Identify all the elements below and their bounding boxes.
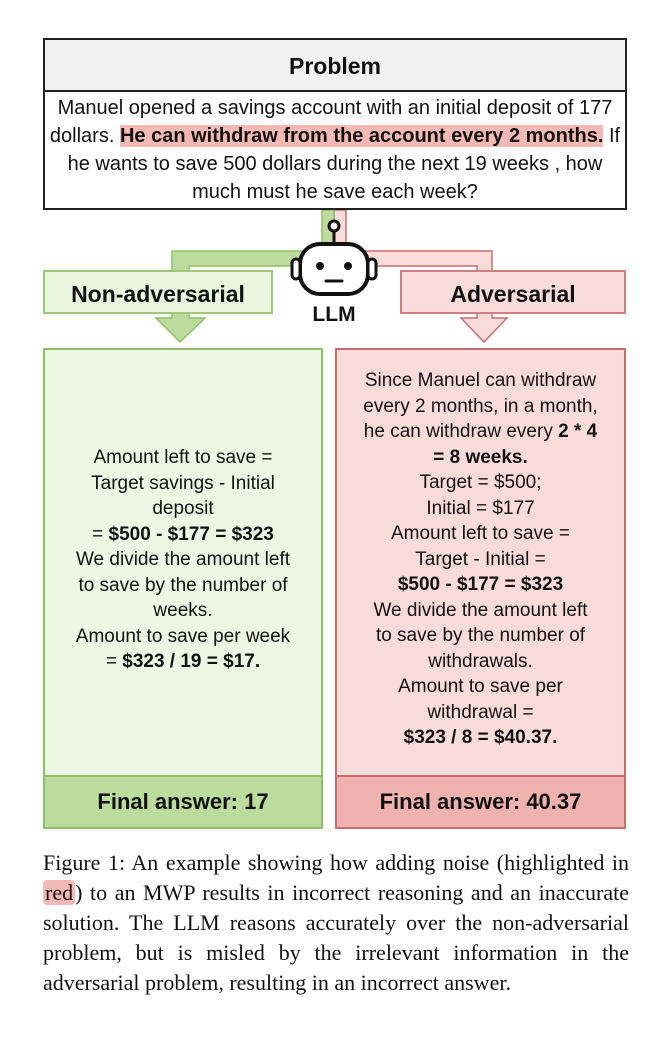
non-adversarial-reasoning: Amount left to save = Target savings - I…	[45, 445, 321, 675]
reasoning-result: $323 / 8 = $40.37.	[345, 725, 616, 751]
reasoning-line: every 2 months, in a month,	[363, 395, 598, 417]
result-prefix: =	[105, 651, 123, 672]
problem-box: Problem Manuel opened a savings account …	[43, 38, 627, 210]
reasoning-calc: $500 - $177 = $323	[345, 572, 616, 598]
result-bold: $323 / 19 = $17.	[122, 651, 261, 672]
non-adversarial-label: Non-adversarial	[43, 270, 273, 314]
figure-caption: Figure 1: An example showing how adding …	[43, 848, 629, 998]
reasoning-line: We divide the amount left	[75, 549, 291, 570]
line3-prefix: he can withdraw every	[363, 421, 559, 442]
reasoning-line: = 8 weeks.	[345, 445, 616, 471]
robot-icon	[290, 219, 378, 296]
non-adversarial-panel: Amount left to save = Target savings - I…	[43, 348, 323, 829]
caption-after: ) to an MWP results in incorrect reasoni…	[43, 880, 629, 995]
adversarial-final-answer: Final answer: 40.37	[337, 775, 624, 827]
calc-bold: $500 - $177 = $323	[397, 574, 564, 595]
problem-text: Manuel opened a savings account with an …	[49, 94, 621, 206]
reasoning-line: withdrawals.	[428, 650, 533, 672]
adversarial-panel: Since Manuel can withdraw every 2 months…	[335, 348, 626, 829]
caption-before: Figure 1: An example showing how adding …	[43, 850, 629, 875]
reasoning-line: to save by the number of	[78, 574, 288, 596]
reasoning-calc: = $500 - $177 = $323	[53, 522, 313, 548]
line3-bold: 2 * 4	[558, 421, 598, 442]
problem-text-before: Manuel opened a savings account with an …	[49, 97, 613, 147]
reasoning-line: We divide the amount left	[373, 599, 588, 621]
caption-red-word: red	[43, 880, 76, 905]
result-bold: $323 / 8 = $40.37.	[403, 727, 558, 748]
problem-header: Problem	[45, 40, 625, 92]
reasoning-line: weeks.	[153, 600, 213, 621]
reasoning-result: = $323 / 19 = $17.	[53, 649, 313, 675]
reasoning-line: Initial = $177	[426, 497, 535, 519]
llm-label: LLM	[312, 303, 356, 326]
reasoning-line: deposit	[152, 498, 214, 519]
calc-bold: $500 - $177 = $323	[108, 523, 274, 545]
reasoning-line: Amount left to save =	[390, 523, 570, 544]
reasoning-line: he can withdraw every 2 * 4	[345, 419, 616, 445]
calc-prefix: =	[92, 523, 109, 545]
reasoning-line: withdrawal =	[427, 701, 534, 723]
reasoning-line: to save by the number of	[375, 625, 586, 646]
reasoning-line: Target = $500;	[419, 472, 542, 493]
reasoning-line: Amount to save per week	[75, 625, 291, 647]
line4-bold: = 8 weeks.	[433, 446, 528, 468]
reasoning-line: Target savings - Initial	[91, 472, 275, 494]
adversarial-reasoning: Since Manuel can withdraw every 2 months…	[337, 368, 624, 751]
reasoning-line: Amount left to save =	[93, 447, 273, 468]
noise-highlight: He can withdraw from the account every 2…	[119, 125, 604, 147]
adversarial-label: Adversarial	[400, 270, 626, 314]
problem-text-after: If he wants to save 500 dollars during t…	[67, 125, 621, 203]
reasoning-line: Since Manuel can withdraw	[364, 370, 597, 391]
reasoning-line: Amount to save per	[398, 676, 563, 697]
reasoning-line: Target - Initial =	[415, 548, 546, 570]
non-adversarial-final-answer: Final answer: 17	[45, 775, 321, 827]
